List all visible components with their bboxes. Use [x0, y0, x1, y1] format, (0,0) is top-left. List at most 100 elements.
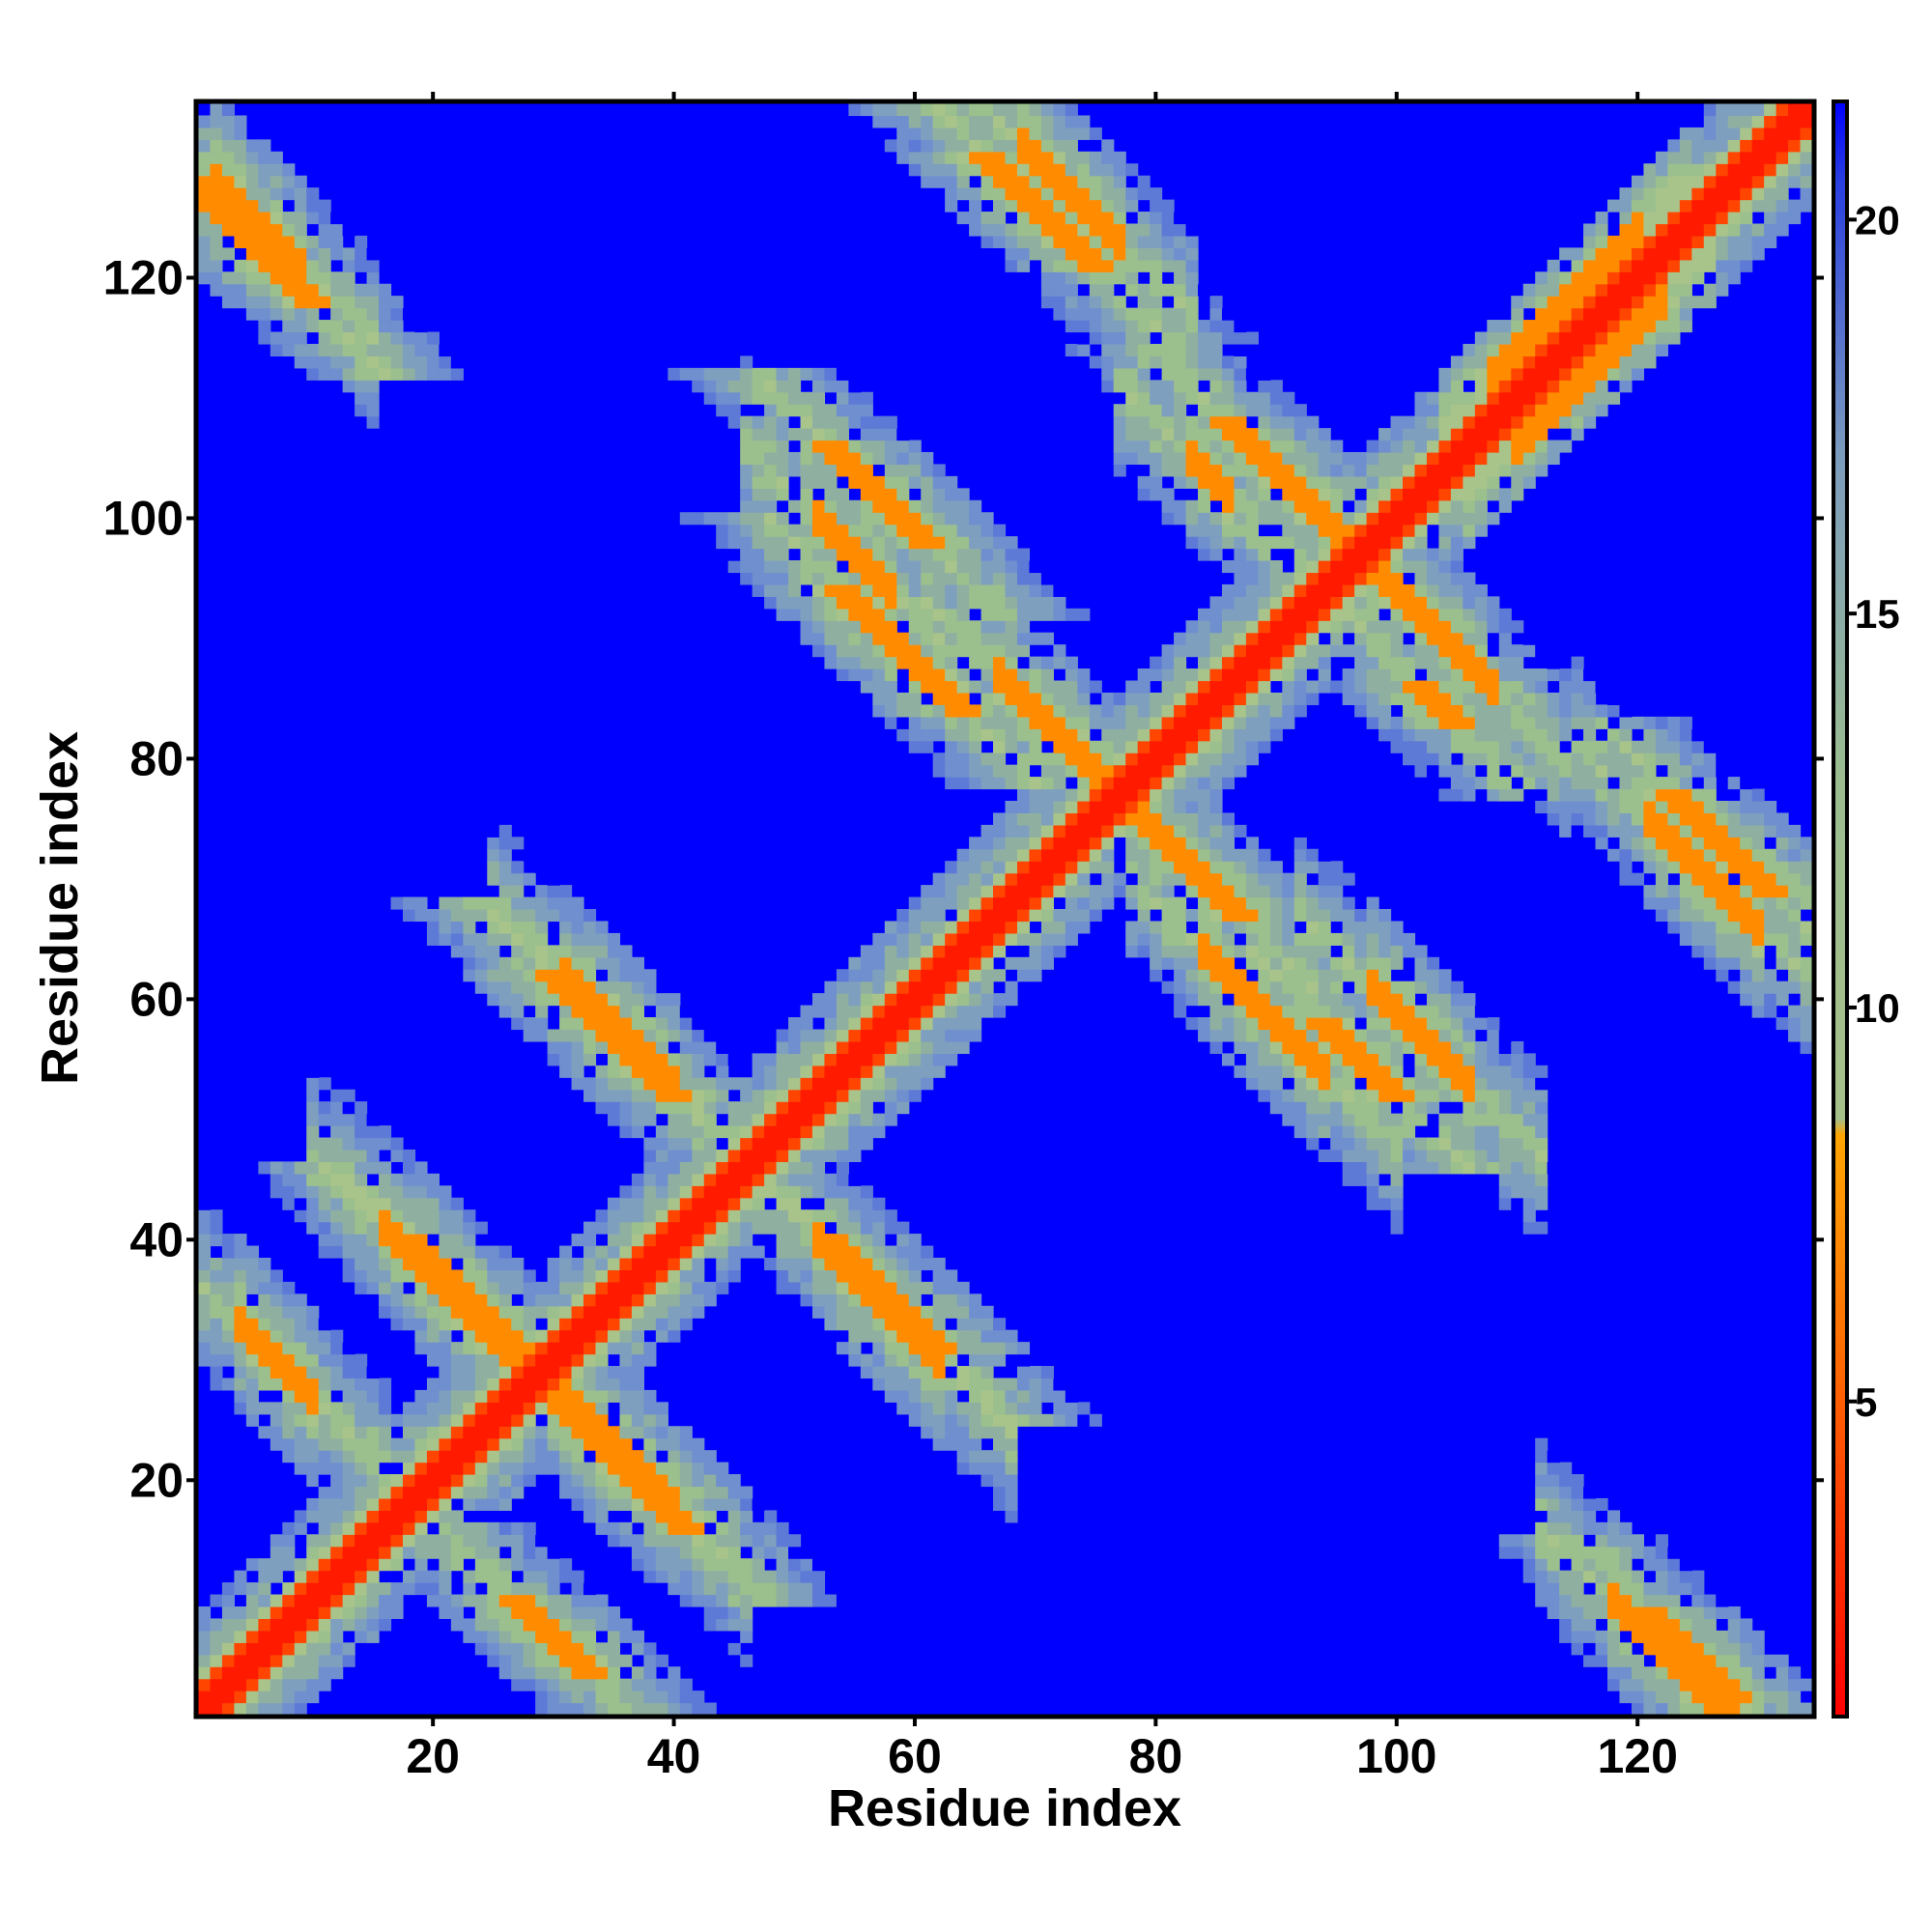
heatmap-cell — [776, 596, 789, 610]
heatmap-cell — [932, 632, 946, 645]
heatmap-cell — [1221, 921, 1236, 934]
heatmap-cell — [1234, 656, 1247, 669]
heatmap-cell — [1547, 1474, 1560, 1488]
heatmap-cell — [619, 1125, 633, 1139]
heatmap-cell — [643, 1521, 657, 1535]
heatmap-cell — [1390, 1185, 1404, 1199]
heatmap-cell — [1595, 1666, 1608, 1680]
heatmap-cell — [1330, 885, 1344, 898]
heatmap-cell — [498, 1269, 512, 1283]
heatmap-cell — [896, 1269, 910, 1283]
heatmap-cell — [788, 608, 802, 621]
heatmap-cell — [583, 956, 597, 970]
heatmap-cell — [1269, 1029, 1283, 1042]
heatmap-cell — [692, 1582, 705, 1596]
heatmap-cell — [1450, 1040, 1463, 1054]
heatmap-cell — [282, 1450, 296, 1463]
heatmap-cell — [752, 1594, 765, 1607]
heatmap-cell — [414, 1450, 428, 1463]
heatmap-cell — [1751, 1642, 1765, 1656]
heatmap-cell — [426, 1257, 440, 1271]
heatmap-cell — [571, 1378, 584, 1391]
heatmap-cell — [776, 1534, 789, 1548]
heatmap-cell — [607, 1678, 621, 1691]
heatmap-cell — [1318, 1125, 1331, 1139]
heatmap-cell — [511, 1642, 525, 1656]
heatmap-cell — [836, 1234, 849, 1247]
heatmap-cell — [1137, 740, 1151, 753]
heatmap-cell — [884, 980, 897, 994]
heatmap-cell — [811, 993, 826, 1007]
heatmap-cell — [607, 1065, 621, 1078]
heatmap-cell — [330, 1474, 344, 1488]
heatmap-cell — [571, 1353, 584, 1367]
heatmap-cell — [1198, 632, 1211, 645]
heatmap-cell — [884, 1318, 897, 1331]
heatmap-cell — [1161, 909, 1175, 923]
heatmap-cell — [860, 1185, 873, 1199]
heatmap-cell — [1065, 692, 1078, 705]
heatmap-cell — [547, 1257, 560, 1271]
heatmap-cell — [896, 1402, 910, 1415]
heatmap-cell — [1245, 861, 1259, 874]
heatmap-cell — [1643, 1618, 1657, 1632]
heatmap-cell — [1342, 1040, 1355, 1054]
heatmap-cell — [498, 896, 512, 910]
heatmap-cell — [355, 1353, 368, 1367]
heatmap-cell — [234, 1570, 247, 1583]
heatmap-cell — [1174, 945, 1187, 958]
heatmap-cell — [1330, 980, 1344, 994]
heatmap-cell — [945, 753, 958, 766]
heatmap-cell — [945, 644, 958, 658]
heatmap-cell — [668, 1234, 681, 1247]
heatmap-cell — [860, 583, 873, 597]
heatmap-cell — [824, 1245, 838, 1259]
heatmap-cell — [1800, 837, 1813, 850]
heatmap-cell — [270, 1666, 283, 1680]
heatmap-cell — [619, 1101, 633, 1115]
heatmap-cell — [607, 1257, 621, 1271]
heatmap-cell — [956, 632, 970, 645]
heatmap-cell — [198, 1329, 212, 1343]
heatmap-cell — [884, 1293, 897, 1307]
heatmap-cell — [342, 1234, 355, 1247]
heatmap-cell — [1234, 560, 1247, 574]
heatmap-cell — [993, 1497, 1007, 1511]
heatmap-cell — [1125, 692, 1139, 705]
heatmap-cell — [980, 1389, 994, 1403]
heatmap-cell — [1522, 680, 1536, 694]
heatmap-cell — [1306, 1017, 1320, 1031]
heatmap-cell — [643, 1690, 657, 1704]
heatmap-cell — [1342, 548, 1355, 561]
heatmap-cell — [330, 1654, 344, 1667]
heatmap-cell — [945, 1437, 958, 1451]
heatmap-cell — [643, 1065, 657, 1078]
heatmap-cell — [1245, 956, 1259, 970]
heatmap-cell — [1390, 728, 1404, 742]
heatmap-cell — [571, 1040, 584, 1054]
heatmap-cell — [1751, 932, 1765, 946]
heatmap-cell — [872, 692, 886, 705]
heatmap-cell — [824, 1209, 838, 1223]
heatmap-cell — [330, 1366, 344, 1379]
heatmap-cell — [1065, 1413, 1078, 1427]
heatmap-cell — [860, 1245, 873, 1259]
heatmap-cell — [956, 969, 970, 982]
heatmap-cell — [1607, 704, 1621, 718]
heatmap-cell — [908, 632, 922, 645]
heatmap-cell — [245, 1402, 259, 1415]
heatmap-cell — [511, 1582, 525, 1596]
heatmap-cell — [1571, 1546, 1584, 1559]
heatmap-cell — [330, 1197, 344, 1210]
heatmap-cell — [1403, 1017, 1416, 1031]
heatmap-cell — [980, 536, 994, 550]
heatmap-cell — [1040, 572, 1054, 585]
heatmap-cell — [1643, 848, 1657, 862]
heatmap-cell — [668, 1510, 681, 1523]
heatmap-cell — [679, 1450, 693, 1463]
heatmap-cell — [1788, 1040, 1802, 1054]
heatmap-cell — [294, 1305, 307, 1319]
heatmap-cell — [1354, 1161, 1368, 1175]
heatmap-cell — [1342, 524, 1355, 537]
heatmap-cell — [824, 1197, 838, 1210]
